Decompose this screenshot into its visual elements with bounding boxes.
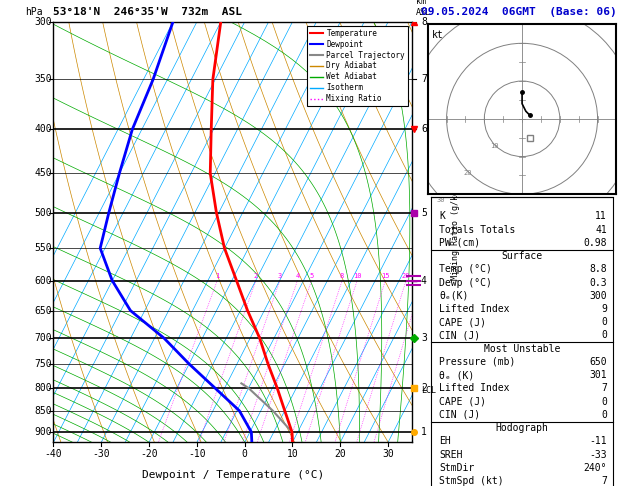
Text: 600: 600 [34,276,52,286]
Text: -20: -20 [140,449,158,459]
Text: 6: 6 [421,124,427,134]
Text: 700: 700 [34,333,52,343]
Text: 301: 301 [589,370,607,380]
Text: 450: 450 [34,168,52,178]
Text: 0.3: 0.3 [589,278,607,288]
Text: EH: EH [439,436,451,446]
Text: 300: 300 [589,291,607,301]
Text: 8: 8 [340,273,344,278]
Text: 3: 3 [278,273,282,278]
Text: PW (cm): PW (cm) [439,238,480,248]
Text: 09.05.2024  06GMT  (Base: 06): 09.05.2024 06GMT (Base: 06) [421,7,617,17]
Text: CAPE (J): CAPE (J) [439,317,486,327]
Text: 300: 300 [34,17,52,27]
Text: 20: 20 [464,170,472,176]
Text: 750: 750 [34,359,52,369]
Text: 30: 30 [437,197,445,203]
Text: 0: 0 [601,397,607,407]
Text: Surface: Surface [501,251,543,261]
Text: -33: -33 [589,450,607,459]
Text: LCL: LCL [421,386,436,395]
Text: Most Unstable: Most Unstable [484,344,560,354]
Text: Dewp (°C): Dewp (°C) [439,278,492,288]
Text: 7: 7 [601,476,607,486]
Text: 30: 30 [382,449,394,459]
Text: 900: 900 [34,427,52,437]
Text: 5: 5 [421,208,427,218]
Text: -40: -40 [45,449,62,459]
Text: 500: 500 [34,208,52,218]
Text: CIN (J): CIN (J) [439,330,480,341]
Text: 7: 7 [601,383,607,393]
Text: 20: 20 [335,449,346,459]
Text: 20: 20 [402,273,410,278]
Text: 41: 41 [595,225,607,235]
Text: kt: kt [431,30,443,39]
Text: Temp (°C): Temp (°C) [439,264,492,275]
Text: CAPE (J): CAPE (J) [439,397,486,407]
Text: 400: 400 [34,124,52,134]
Text: Hodograph: Hodograph [496,423,548,433]
Text: 15: 15 [381,273,389,278]
Text: 1: 1 [215,273,220,278]
Text: StmSpd (kt): StmSpd (kt) [439,476,504,486]
Text: hPa: hPa [25,7,43,17]
Text: km
ASL: km ASL [416,0,431,17]
Text: StmDir: StmDir [439,463,474,473]
Text: 10: 10 [353,273,362,278]
Text: 800: 800 [34,383,52,393]
Text: θₑ(K): θₑ(K) [439,291,469,301]
Text: SREH: SREH [439,450,462,459]
Text: 550: 550 [34,243,52,253]
Legend: Temperature, Dewpoint, Parcel Trajectory, Dry Adiabat, Wet Adiabat, Isotherm, Mi: Temperature, Dewpoint, Parcel Trajectory… [306,26,408,106]
Text: -10: -10 [188,449,206,459]
Text: 2: 2 [253,273,258,278]
Text: 10: 10 [287,449,298,459]
Text: Pressure (mb): Pressure (mb) [439,357,515,367]
Text: 0: 0 [242,449,248,459]
Text: Lifted Index: Lifted Index [439,304,509,314]
Text: θₑ (K): θₑ (K) [439,370,474,380]
Text: 350: 350 [34,74,52,85]
Text: 5: 5 [309,273,314,278]
Text: 8: 8 [421,17,427,27]
Text: CIN (J): CIN (J) [439,410,480,420]
Text: Lifted Index: Lifted Index [439,383,509,393]
Text: 4: 4 [421,276,427,286]
Text: 10: 10 [491,143,499,149]
Text: 0: 0 [601,410,607,420]
Text: 53°18'N  246°35'W  732m  ASL: 53°18'N 246°35'W 732m ASL [53,7,242,17]
Text: 2: 2 [421,383,427,393]
Text: 3: 3 [421,333,427,343]
Text: 4: 4 [296,273,299,278]
Text: 1: 1 [421,427,427,437]
Text: -30: -30 [92,449,110,459]
Text: 240°: 240° [584,463,607,473]
Text: -11: -11 [589,436,607,446]
Text: 0.98: 0.98 [584,238,607,248]
Text: 8.8: 8.8 [589,264,607,275]
Text: 11: 11 [595,211,607,222]
Text: 0: 0 [601,317,607,327]
Text: 650: 650 [34,306,52,315]
Text: K: K [439,211,445,222]
Text: Dewpoint / Temperature (°C): Dewpoint / Temperature (°C) [142,469,324,480]
Text: 850: 850 [34,406,52,416]
Text: 7: 7 [421,74,427,85]
Text: 650: 650 [589,357,607,367]
Text: 9: 9 [601,304,607,314]
Text: 0: 0 [601,330,607,341]
Text: Mixing Ratio (g/kg): Mixing Ratio (g/kg) [450,185,460,279]
Text: Totals Totals: Totals Totals [439,225,515,235]
